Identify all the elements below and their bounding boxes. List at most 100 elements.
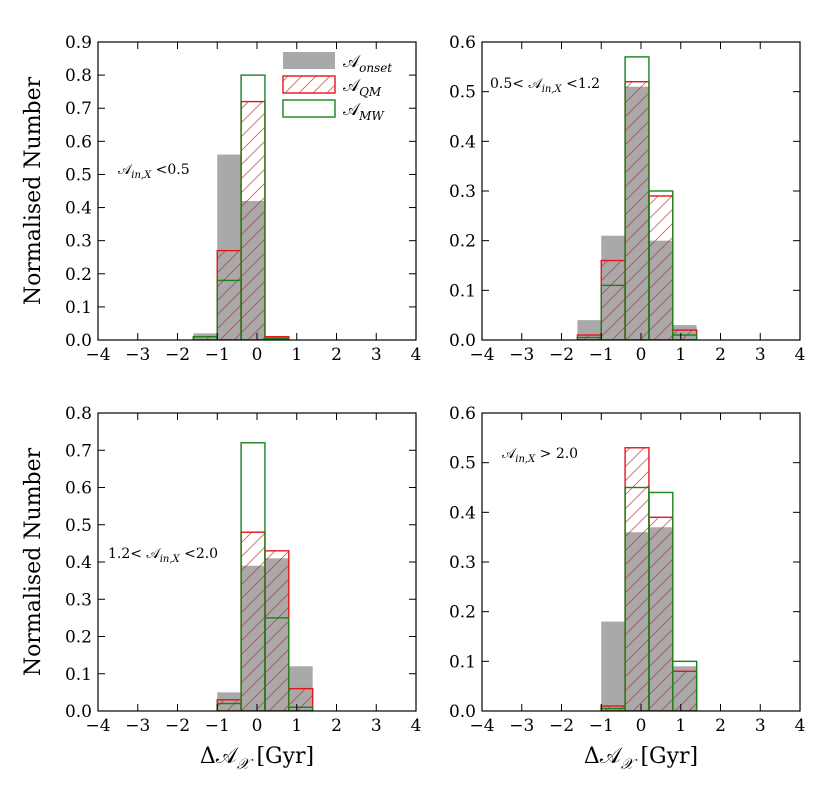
y-tick-label: 0.2 (449, 603, 476, 623)
x-tick-label: 0 (636, 716, 647, 736)
legend-label: 𝒜onset (343, 52, 392, 75)
x-tick-label: 3 (755, 345, 766, 365)
bar-mw (648, 491, 674, 711)
x-tick-label: 2 (715, 345, 726, 365)
y-tick-label: 0.7 (65, 99, 92, 119)
y-tick-label: 0.5 (65, 165, 92, 185)
x-tick-label: −4 (469, 716, 494, 736)
y-tick-label: 0.4 (65, 199, 92, 219)
bar-mw (648, 190, 674, 340)
plot-area (600, 447, 698, 711)
legend-swatch-onset (283, 52, 335, 69)
y-tick-label: 0.4 (449, 503, 476, 523)
panel-annotation: 1.2< 𝒜in,X <2.0 (108, 546, 218, 565)
panel-annotation: 𝒜in,X > 2.0 (502, 446, 578, 465)
bar-qm (624, 81, 650, 340)
x-tick-label: −2 (549, 345, 574, 365)
plot-area (216, 442, 314, 711)
x-tick-label: 0 (636, 345, 647, 365)
y-tick-label: 0.5 (65, 516, 92, 536)
x-tick-label: −1 (205, 716, 230, 736)
y-tick-label: 0.4 (65, 553, 92, 573)
x-tick-label: −3 (125, 345, 150, 365)
x-tick-label: 2 (331, 716, 342, 736)
x-tick-label: 2 (715, 716, 726, 736)
y-tick-label: 0.8 (65, 404, 92, 424)
bar-qm (216, 699, 242, 711)
y-tick-label: 0.7 (65, 441, 92, 461)
y-tick-label: 0.3 (449, 182, 476, 202)
bar-mw (240, 74, 266, 340)
x-tick-label: 3 (371, 716, 382, 736)
bar-mw (288, 706, 314, 711)
x-tick-label: 3 (755, 716, 766, 736)
panel-annotation: 0.5< 𝒜in,X <1.2 (490, 76, 600, 95)
y-tick-label: 0.1 (449, 281, 476, 301)
bar-qm (672, 670, 698, 711)
bar-qm (240, 100, 266, 340)
bar-qm (648, 195, 674, 340)
x-tick-label: 4 (795, 716, 806, 736)
legend-swatch-mw (282, 99, 336, 118)
x-tick-label: −1 (589, 345, 614, 365)
y-tick-label: 0.3 (65, 590, 92, 610)
x-tick-label: 3 (371, 345, 382, 365)
y-tick-label: 0.6 (449, 404, 476, 424)
bar-mw (264, 337, 290, 340)
y-tick-label: 0.2 (65, 628, 92, 648)
y-tick-label: 0.9 (65, 33, 92, 53)
y-tick-label: 0.4 (449, 132, 476, 152)
bar-qm (240, 531, 266, 711)
x-tick-label: −3 (125, 716, 150, 736)
y-axis-label: Normalised Number (21, 76, 46, 305)
legend-label: 𝒜MW (343, 100, 385, 123)
y-tick-label: 0.1 (449, 652, 476, 672)
x-tick-label: 1 (291, 345, 302, 365)
y-tick-label: 0.1 (65, 298, 92, 318)
x-tick-label: −2 (549, 716, 574, 736)
x-tick-label: 4 (795, 345, 806, 365)
x-tick-label: −2 (165, 716, 190, 736)
plot-area (192, 74, 290, 340)
legend-label: 𝒜QM (343, 76, 382, 99)
y-tick-label: 0.8 (65, 66, 92, 86)
x-tick-label: −1 (205, 345, 230, 365)
y-tick-label: 0.0 (449, 331, 476, 351)
x-tick-label: 4 (411, 716, 422, 736)
y-tick-label: 0.1 (65, 665, 92, 685)
legend-swatch-qm (282, 75, 336, 94)
y-tick-label: 0.6 (449, 33, 476, 53)
x-tick-label: 1 (291, 716, 302, 736)
x-tick-label: −4 (85, 716, 110, 736)
y-tick-label: 0.2 (449, 232, 476, 252)
bar-qm (216, 249, 242, 340)
bar-qm (648, 516, 674, 711)
bar-qm (600, 259, 626, 340)
y-tick-label: 0.3 (65, 232, 92, 252)
bar-onset (601, 621, 626, 711)
x-tick-label: 0 (252, 716, 263, 736)
y-tick-label: 0.6 (65, 479, 92, 499)
x-tick-label: −2 (165, 345, 190, 365)
x-tick-label: −4 (469, 345, 494, 365)
panel-top-left: −4 −3 −2 −1 0 1 2 3 4 0.0 0.1 0.2 0.3 0.4 0.5 0.6 0.7 0.8… (21, 33, 421, 365)
y-tick-label: 0.0 (65, 702, 92, 722)
x-tick-label: −3 (509, 345, 534, 365)
y-tick-label: 0.0 (65, 331, 92, 351)
x-tick-label: −3 (509, 716, 534, 736)
x-tick-label: 4 (411, 345, 422, 365)
panel-top-right: −4 −3 −2 −1 0 1 2 3 4 0.0 0.1 0.2 0.3 0.4 0.5 0.6 0.5< 𝒜… (449, 33, 805, 365)
x-tick-label: 1 (675, 716, 686, 736)
bar-qm (264, 550, 290, 711)
bar-mw (264, 617, 290, 711)
plot-area (576, 56, 698, 340)
x-tick-label: −1 (589, 716, 614, 736)
x-axis-label: Δ𝒜𝒳 [Gyr] (200, 744, 314, 773)
x-tick-label: 0 (252, 345, 263, 365)
y-tick-label: 0.5 (449, 454, 476, 474)
panel-bottom-right: −4 −3 −2 −1 0 1 2 3 4 0.0 0.1 0.2 0.3 0.4 0.5 0.6 Δ𝒜𝒳 [G… (449, 404, 805, 773)
y-tick-label: 0.3 (449, 553, 476, 573)
y-tick-label: 0.2 (65, 265, 92, 285)
y-tick-label: 0.5 (449, 83, 476, 103)
